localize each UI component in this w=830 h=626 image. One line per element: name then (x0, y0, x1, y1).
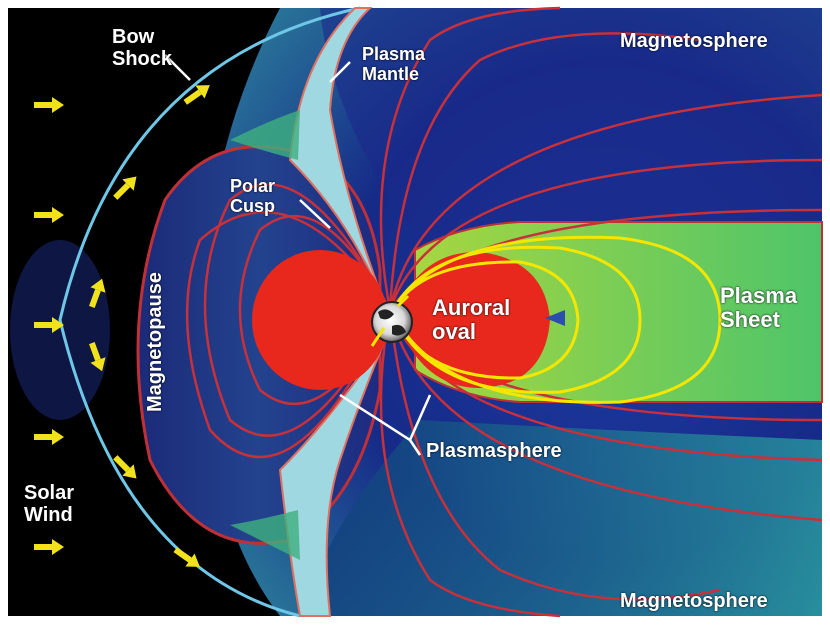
arrow-icon (89, 278, 106, 308)
auroral-oval-label-line2: oval (432, 319, 477, 344)
polar-cusp-label-line1: Polar (230, 176, 276, 196)
bow-shock-label: Bow Shock (112, 26, 172, 70)
polar-cusp-label-line2: Cusp (230, 196, 275, 216)
arrow-icon (183, 85, 210, 105)
bow-shock-label-line2: Shock (112, 48, 173, 70)
arrow-icon (34, 97, 64, 113)
field-lines (185, 6, 823, 618)
plasma-mantle-label: Plasma Mantle (362, 44, 425, 84)
plasma-sheet-label-line1: Plasma (720, 283, 798, 308)
arrow-icon (34, 207, 64, 223)
earth-icon (370, 294, 413, 347)
polar-cusp-label: Polar Cusp (230, 176, 275, 216)
closed-field-lines (390, 235, 722, 404)
arrow-icon (34, 539, 64, 555)
plasma-sheet-label: Plasma Sheet (720, 284, 797, 332)
label-leader-lines (164, 54, 432, 456)
plasma-mantle-label-line2: Mantle (362, 64, 420, 84)
solar-wind-label-line1: Solar (24, 482, 75, 504)
plasma-mantle-label-line1: Plasma (362, 44, 426, 64)
solar-wind-label: Solar Wind (24, 482, 74, 526)
magnetopause-label: Magnetopause (144, 271, 166, 412)
magnetosphere-bottom-label: Magnetosphere (620, 590, 768, 612)
solar-wind-label-line2: Wind (24, 504, 73, 526)
arrow-icon (113, 176, 137, 200)
plasma-mantle-lower (278, 339, 386, 617)
plasma-sheet-label-line2: Sheet (720, 307, 780, 332)
arrow-icon (34, 429, 64, 445)
plasmasphere-dayside (252, 250, 388, 390)
arrow-icon (89, 342, 106, 372)
bow-shock-label-line1: Bow (112, 26, 155, 48)
auroral-oval-label: Auroral oval (432, 296, 510, 344)
arrow-icon (113, 455, 137, 479)
auroral-oval-label-line1: Auroral (432, 295, 511, 320)
magnetosphere-top-label: Magnetosphere (620, 30, 768, 52)
plasmasphere-nightside (395, 251, 550, 388)
arrow-icon (34, 317, 64, 333)
solar-wind-arrows (34, 85, 210, 567)
plasmasphere-label: Plasmasphere (426, 440, 562, 462)
arrow-icon (173, 547, 200, 567)
